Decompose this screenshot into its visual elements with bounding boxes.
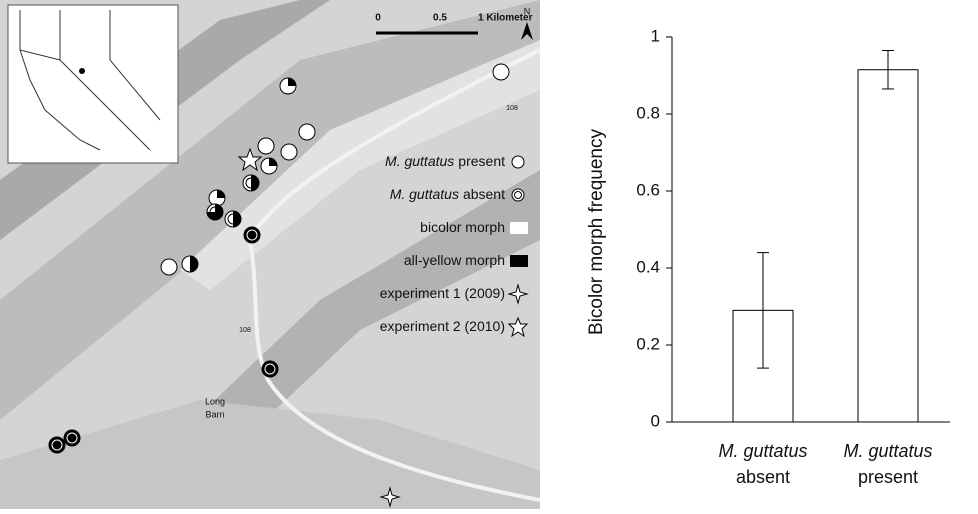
figure: 0 0.5 1 Kilometer N Long Barn 108 108 M.…	[0, 0, 978, 509]
x-tick-label: M. guttatus	[843, 441, 932, 461]
bar	[858, 70, 918, 422]
y-axis-label: Bicolor morph frequency	[586, 129, 607, 335]
place-label: Long	[205, 396, 225, 406]
site-marker	[258, 138, 274, 154]
legend-label: all-yellow morph	[404, 252, 505, 268]
site-marker	[281, 144, 297, 160]
bar-chart: Bicolor morph frequency 0 0.2 0.4 0.6 0.8 1 M.…	[586, 26, 950, 486]
scale-label: 0	[375, 13, 381, 24]
legend-text: present	[458, 153, 505, 169]
site-wedge	[244, 227, 260, 243]
site-marker	[493, 64, 509, 80]
y-tick-label: 0.8	[636, 103, 660, 122]
legend-text: absent	[463, 186, 505, 202]
legend-text: experiment 2 (2010)	[380, 318, 505, 334]
legend-label: bicolor morph	[420, 219, 505, 235]
y-tick-label: 0.6	[636, 180, 660, 199]
north-label: N	[524, 6, 531, 16]
site-wedge	[64, 430, 80, 446]
legend-label: experiment 1 (2009)	[380, 285, 505, 301]
y-tick-label: 0	[651, 411, 660, 430]
x-tick-label: present	[858, 467, 918, 487]
site-wedge	[49, 437, 65, 453]
legend-symbol	[510, 222, 528, 234]
legend-text: bicolor morph	[420, 219, 505, 235]
legend-text: all-yellow morph	[404, 252, 505, 268]
y-tick-label: 1	[651, 26, 660, 45]
legend-symbol	[512, 156, 524, 168]
place-label: Barn	[205, 409, 224, 419]
site-wedge	[262, 361, 278, 377]
x-tick-label: M. guttatus	[718, 441, 807, 461]
legend-text: M. guttatus	[390, 186, 459, 202]
legend-text: M. guttatus	[385, 153, 454, 169]
map: 0 0.5 1 Kilometer N Long Barn 108 108 M.…	[0, 0, 540, 509]
y-tick-label: 0.4	[636, 257, 660, 276]
legend-text: experiment 1 (2009)	[380, 285, 505, 301]
legend-symbol	[510, 255, 528, 267]
legend-label: experiment 2 (2010)	[380, 318, 505, 334]
scale-label: 0.5	[433, 13, 447, 24]
site-marker	[299, 124, 315, 140]
road-label: 108	[506, 105, 518, 112]
legend-symbol	[512, 189, 524, 201]
road-label: 108	[239, 327, 251, 334]
x-tick-label: absent	[736, 467, 790, 487]
y-tick-label: 0.2	[636, 334, 660, 353]
site-marker	[161, 259, 177, 275]
